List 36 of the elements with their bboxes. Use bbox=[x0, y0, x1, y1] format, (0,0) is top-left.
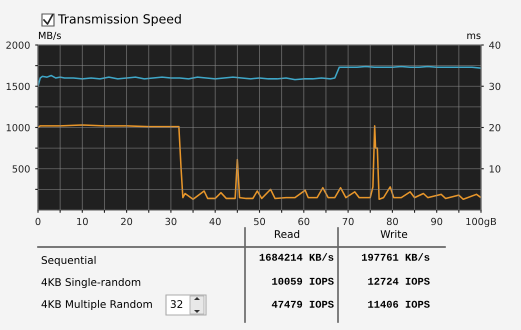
text: Write bbox=[380, 230, 408, 238]
text: 4KB Multiple Random bbox=[42, 300, 152, 310]
x-tick-label: 50 bbox=[254, 218, 266, 226]
text: Sequential bbox=[42, 256, 96, 266]
y2-tick-label: 30 bbox=[489, 82, 500, 90]
x-tick-label: 70 bbox=[342, 218, 354, 226]
y-tick-label: 500 bbox=[12, 165, 30, 173]
x-tick-label: 10 bbox=[77, 218, 88, 226]
x-tick-label: 80 bbox=[386, 218, 398, 226]
text: 32 bbox=[170, 300, 182, 308]
x-tick-label: 40 bbox=[209, 218, 221, 226]
line-series bbox=[38, 66, 481, 88]
text: 4KB Single-random bbox=[42, 278, 140, 288]
text: 11406 IOPS bbox=[368, 300, 430, 308]
y2-tick-label: 40 bbox=[489, 41, 500, 49]
text: 1684214 KB/s bbox=[260, 253, 334, 261]
x-tick-label: 100gB bbox=[466, 218, 496, 228]
text: 197761 KB/s bbox=[362, 253, 430, 261]
text: Read bbox=[274, 230, 300, 238]
y-axis-title: MB/s bbox=[38, 32, 61, 40]
line-series bbox=[38, 124, 481, 200]
x-tick-label: 30 bbox=[165, 218, 176, 226]
y2-tick-label: 10 bbox=[490, 165, 500, 173]
text: 10059 IOPS bbox=[272, 278, 334, 285]
y-tick-label: 1000 bbox=[6, 124, 30, 132]
x-tick-label: 60 bbox=[298, 218, 310, 226]
x-tick-label: 90 bbox=[431, 218, 442, 226]
y2-axis-title: ms bbox=[467, 34, 481, 40]
x-tick-label: 20 bbox=[121, 218, 132, 226]
y2-tick-label: 20 bbox=[489, 124, 500, 132]
text: 47479 IOPS bbox=[272, 300, 334, 308]
chart-title: Transmission Speed bbox=[58, 14, 181, 26]
y-tick-label: 2000 bbox=[6, 41, 30, 49]
y-tick-label: 1500 bbox=[6, 82, 30, 90]
x-tick-label: 0 bbox=[36, 218, 40, 226]
text: 12724 IOPS bbox=[368, 278, 430, 285]
